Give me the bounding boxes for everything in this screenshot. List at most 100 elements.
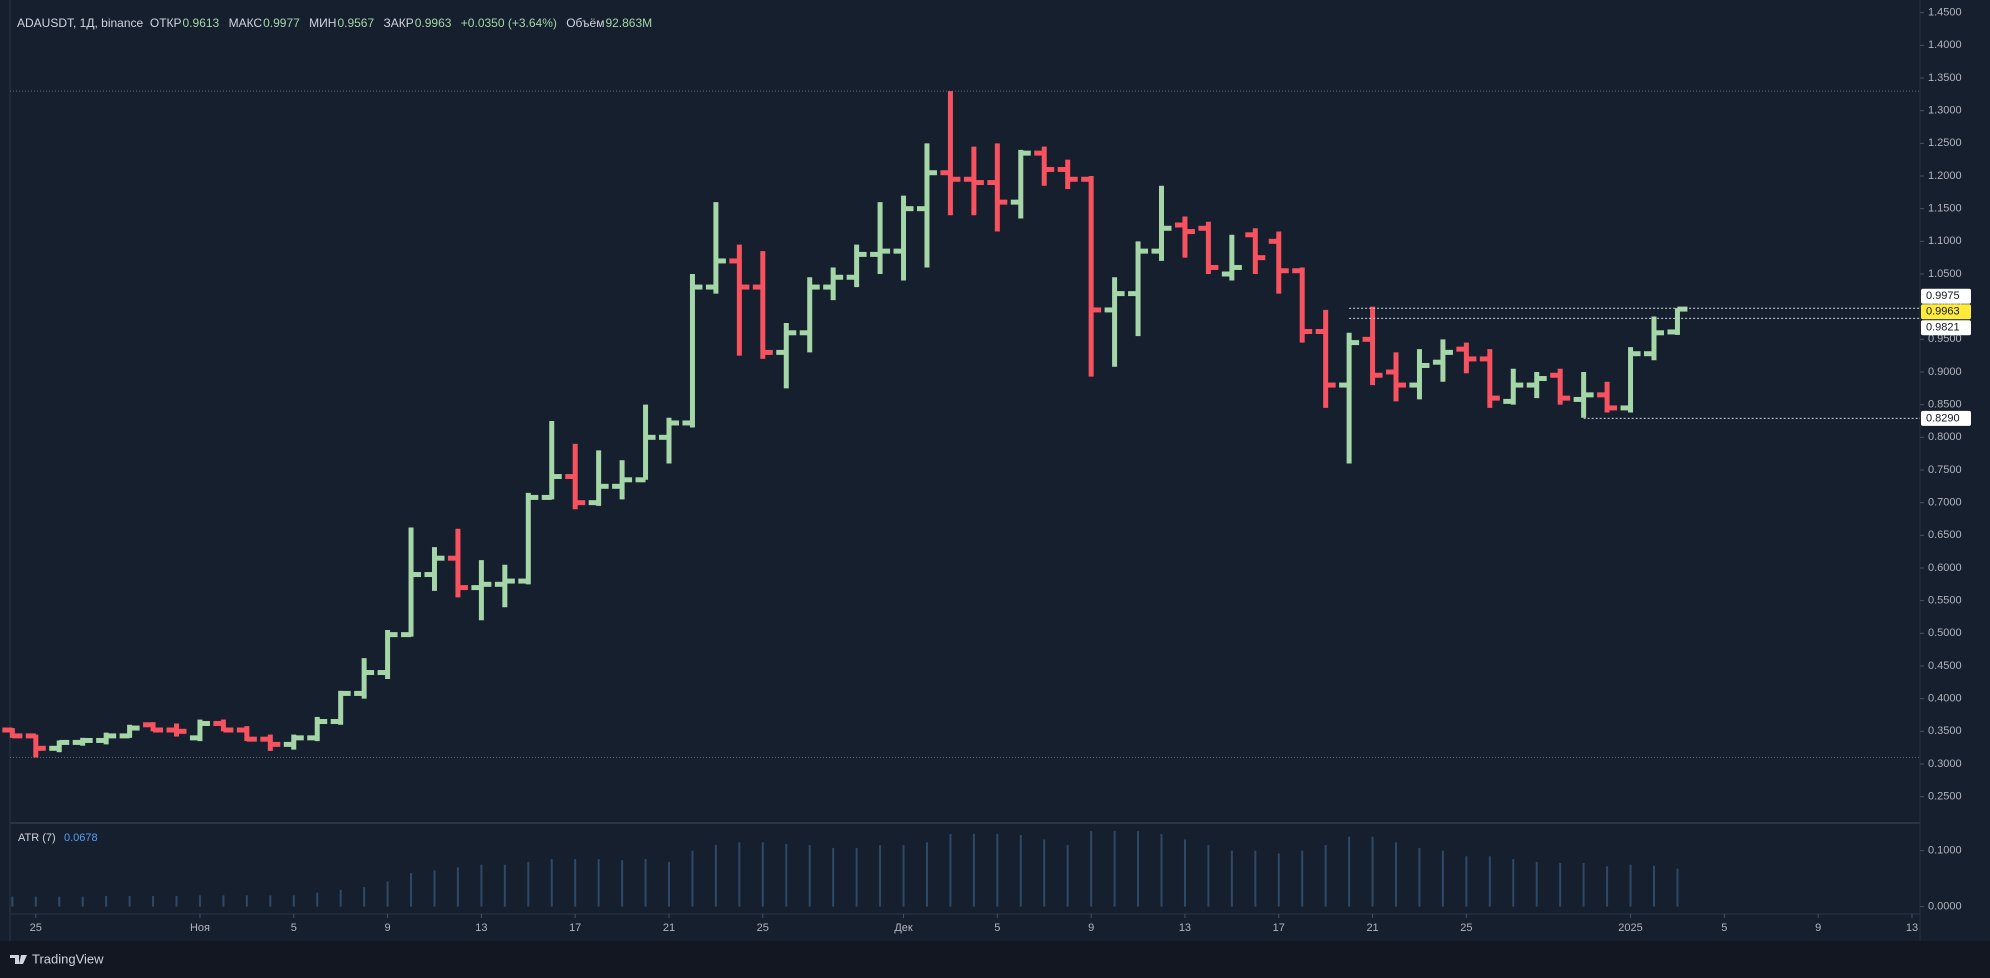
atr-bar xyxy=(1441,850,1444,907)
atr-bar xyxy=(714,845,717,907)
y-tick-label: 1.3500 xyxy=(1928,72,1962,84)
atr-bar xyxy=(1043,839,1046,907)
y-tick-label: 0.8000 xyxy=(1928,431,1962,443)
y-tick-label: 0.6500 xyxy=(1928,529,1962,541)
atr-bar xyxy=(1606,866,1609,907)
x-tick-label: Дек xyxy=(894,922,913,934)
atr-bar xyxy=(1371,836,1374,907)
x-tick-label: 13 xyxy=(475,922,487,934)
legend-value: 0.9963 xyxy=(414,16,452,30)
atr-bar xyxy=(785,843,788,907)
y-tick-label: 1.3000 xyxy=(1928,105,1962,117)
atr-bar xyxy=(1137,831,1140,907)
atr-bar xyxy=(855,847,858,907)
atr-bar xyxy=(1512,859,1515,907)
atr-bar xyxy=(1559,862,1562,907)
atr-bar xyxy=(691,850,694,907)
logo-icon xyxy=(10,955,27,964)
atr-bar xyxy=(574,859,577,907)
price-label-box xyxy=(1921,304,1971,320)
symbol: ADAUSDT, 1Д, binance xyxy=(17,16,144,30)
atr-bar xyxy=(644,859,647,907)
x-tick-label: 25 xyxy=(757,922,769,934)
atr-bar xyxy=(1230,850,1233,907)
price-label-box xyxy=(1921,410,1971,426)
legend-label: ОТКР xyxy=(149,16,182,30)
y-tick-label: 0.3500 xyxy=(1928,725,1962,737)
atr-bar xyxy=(1277,853,1280,907)
atr-bar xyxy=(972,833,975,907)
y-tick-label: 0.5000 xyxy=(1928,627,1962,639)
y-tick-label: 0.9500 xyxy=(1928,333,1962,345)
atr-bar xyxy=(550,859,553,907)
x-tick-label: 21 xyxy=(1366,922,1378,934)
y-tick-label: 1.0500 xyxy=(1928,268,1962,280)
y-tick-label: 0.5500 xyxy=(1928,595,1962,607)
price-label-box xyxy=(1921,288,1971,304)
legend-value: 0.9613 xyxy=(182,16,220,30)
atr-bar xyxy=(175,895,178,907)
atr-bar xyxy=(996,833,999,907)
atr-bar xyxy=(386,881,389,907)
y-tick-label: 0.0000 xyxy=(1928,901,1962,913)
atr-bar xyxy=(1629,864,1632,907)
y-tick-label: 0.6000 xyxy=(1928,562,1962,574)
x-tick-label: 17 xyxy=(569,922,581,934)
price-label: 0.8290 xyxy=(1926,412,1960,424)
atr-bar xyxy=(245,895,248,907)
atr-bar xyxy=(81,896,84,907)
x-tick-label: 13 xyxy=(1906,922,1918,934)
atr-bar xyxy=(34,896,37,907)
y-tick-label: 0.4500 xyxy=(1928,660,1962,672)
atr-title: ATR (7) xyxy=(18,832,56,844)
y-tick-label: 0.9000 xyxy=(1928,366,1962,378)
atr-bar xyxy=(1301,850,1304,907)
atr-bar xyxy=(339,889,342,907)
atr-bar xyxy=(808,845,811,907)
volume-value: 92.863M xyxy=(605,16,653,30)
atr-bar xyxy=(58,896,61,907)
atr-bar xyxy=(1348,836,1351,907)
atr-bar xyxy=(668,861,671,907)
x-tick-label: 5 xyxy=(994,922,1000,934)
atr-bar xyxy=(480,864,483,907)
atr-bar xyxy=(1465,856,1468,907)
atr-bar xyxy=(269,895,272,907)
y-tick-label: 1.1000 xyxy=(1928,235,1962,247)
atr-bar xyxy=(738,842,741,907)
atr-bar xyxy=(292,895,295,907)
price-label: 0.9963 xyxy=(1926,306,1960,318)
atr-bar xyxy=(363,887,366,907)
x-tick-label: 9 xyxy=(1088,922,1094,934)
atr-bar xyxy=(503,864,506,907)
change: +0.0350 (+3.64%) xyxy=(460,16,557,30)
atr-bar xyxy=(198,895,201,907)
atr-bar xyxy=(1066,845,1069,907)
x-tick-label: 21 xyxy=(663,922,675,934)
atr-bar xyxy=(1183,839,1186,907)
brand: TradingView xyxy=(32,951,104,966)
volume-label: Объём xyxy=(566,16,605,30)
legend-value: 0.9567 xyxy=(337,16,375,30)
atr-bar xyxy=(1090,831,1093,907)
y-tick-label: 0.8500 xyxy=(1928,399,1962,411)
atr-bar xyxy=(1207,845,1210,907)
header: ADAUSDT, 1Д, binance ОТКР0.9613 МАКС0.99… xyxy=(17,16,658,30)
atr-bar xyxy=(1160,833,1163,907)
atr-bar xyxy=(621,860,624,907)
x-tick-label: 5 xyxy=(291,922,297,934)
x-tick-label: 17 xyxy=(1273,922,1285,934)
atr-bar xyxy=(1582,862,1585,907)
logo: TradingView xyxy=(10,951,104,966)
x-tick-label: 13 xyxy=(1179,922,1191,934)
atr-bar xyxy=(1019,835,1022,907)
atr-bar xyxy=(152,895,155,907)
atr-bar xyxy=(410,873,413,907)
atr-bar xyxy=(433,870,436,907)
atr-bar xyxy=(1113,831,1116,907)
atr-bar xyxy=(1254,850,1257,907)
y-tick-label: 0.7000 xyxy=(1928,497,1962,509)
x-tick-label: 2025 xyxy=(1618,922,1642,934)
